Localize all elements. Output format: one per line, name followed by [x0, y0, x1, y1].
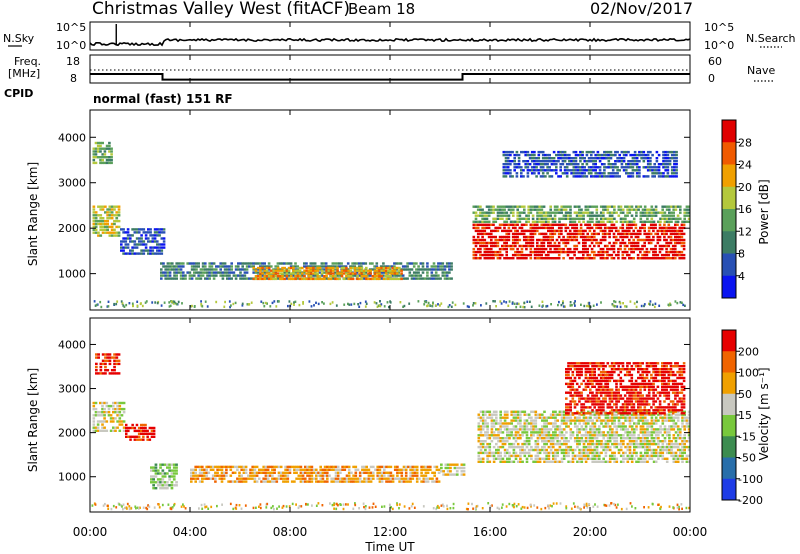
velocity-ylabel: Slant Range [km] — [26, 368, 40, 472]
cpid-label: CPID — [4, 87, 33, 100]
velocity-colorbar: 200 100 50 15 -15 -50 -100 -200 — [721, 329, 763, 507]
power-colorbar-tick-0: 4 — [738, 270, 745, 283]
noise-left-tick-top: 10^5 — [56, 21, 86, 34]
power-region-4 — [252, 266, 403, 281]
time-tick-5: 20:00 — [573, 525, 608, 539]
velocity-colorbar-tick-0: 200 — [738, 345, 759, 358]
noise-trace-line — [89, 37, 691, 47]
power-region-7 — [502, 150, 678, 178]
time-axis: 00:00 04:00 08:00 12:00 16:00 20:00 00:00 — [73, 22, 708, 539]
velocity-colorbar-segment-6 — [722, 457, 736, 480]
power-ytick-1: 2000 — [58, 222, 86, 235]
power-colorbar-segment-6 — [722, 253, 736, 277]
power-colorbar-segment-7 — [722, 275, 736, 299]
power-colorbar-tick-3: 16 — [738, 203, 752, 216]
velocity-ytick-2: 3000 — [58, 383, 86, 396]
nsearch-label: N.Search — [746, 32, 796, 45]
velocity-colorbar-tick-6: -100 — [738, 473, 763, 486]
time-tick-2: 08:00 — [273, 525, 308, 539]
velocity-ytick-0: 1000 — [58, 471, 86, 484]
velocity-ytick-1: 2000 — [58, 427, 86, 440]
power-ylabel: Slant Range [km] — [26, 162, 40, 266]
velocity-region-4 — [190, 465, 441, 483]
power-colorbar-tick-5: 24 — [738, 159, 752, 172]
velocity-colorbar-segment-2 — [722, 372, 736, 395]
power-region-2 — [120, 228, 166, 255]
power-near-range-strip — [93, 300, 686, 309]
power-colorbar-tick-2: 12 — [738, 225, 752, 238]
velocity-colorbar-tick-5: -50 — [738, 452, 756, 465]
velocity-colorbar-tick-4: -15 — [738, 430, 756, 443]
date-label: 02/Nov/2017 — [590, 0, 693, 18]
velocity-region-0 — [95, 353, 121, 375]
time-tick-0: 00:00 — [73, 525, 108, 539]
freq-right-tick-bottom: 0 — [708, 72, 715, 85]
noise-right-tick-bottom: 10^0 — [704, 39, 734, 52]
power-colorbar-segment-1 — [722, 142, 736, 165]
freq-right-tick-top: 60 — [708, 55, 722, 68]
power-ytick-2: 3000 — [58, 177, 86, 190]
freq-left-tick-bottom: 8 — [70, 72, 77, 85]
power-region-5 — [472, 223, 686, 260]
noise-left-tick-bottom: 10^0 — [56, 39, 86, 52]
velocity-colorbar-segment-1 — [722, 351, 736, 373]
power-colorbar-segment-5 — [722, 231, 736, 254]
power-ytick-3: 4000 — [58, 131, 86, 144]
power-colorbar-tick-1: 8 — [738, 248, 745, 261]
velocity-ytick-3: 4000 — [58, 338, 86, 351]
velocity-colorbar-label: Velocity [m s⁻¹] — [757, 367, 771, 460]
velocity-colorbar-segment-0 — [722, 330, 736, 352]
power-panel: 1000 2000 3000 4000 — [58, 109, 691, 311]
velocity-panel: 1000 2000 3000 4000 — [58, 317, 691, 513]
power-colorbar-tick-4: 20 — [738, 181, 752, 194]
power-colorbar-label: Power [dB] — [757, 179, 771, 244]
time-tick-1: 04:00 — [173, 525, 208, 539]
nsky-label: N.Sky — [3, 32, 35, 45]
velocity-colorbar-segment-5 — [722, 436, 736, 458]
station-title: Christmas Valley West (fitACF) — [92, 0, 350, 19]
power-colorbar-segment-2 — [722, 164, 736, 188]
velocity-region-5 — [440, 463, 466, 476]
noise-right-tick-top: 10^5 — [704, 21, 734, 34]
power-ytick-0: 1000 — [58, 268, 86, 281]
freq-left-tick-top: 18 — [66, 55, 80, 68]
velocity-colorbar-segment-3 — [722, 393, 736, 416]
freq-trace — [90, 73, 690, 81]
time-tick-3: 12:00 — [373, 525, 408, 539]
velocity-colorbar-tick-7: -200 — [738, 494, 763, 507]
power-colorbar-segment-4 — [722, 209, 736, 232]
time-axis-label: Time UT — [364, 540, 415, 554]
beam-label: Beam 18 — [348, 0, 415, 18]
velocity-region-1 — [92, 401, 126, 432]
freq-label: Freq. — [14, 55, 41, 68]
nave-label: Nave — [747, 64, 775, 77]
power-colorbar-tick-6: 28 — [738, 136, 752, 149]
velocity-colorbar-segment-7 — [722, 478, 736, 501]
power-region-0 — [92, 141, 113, 165]
velocity-region-2 — [125, 423, 156, 441]
velocity-colorbar-tick-3: 15 — [738, 409, 752, 422]
freq-unit-label: [MHz] — [8, 67, 40, 80]
power-colorbar: 4 8 12 16 20 24 28 — [721, 119, 752, 299]
velocity-colorbar-tick-2: 50 — [738, 388, 752, 401]
power-colorbar-segment-0 — [722, 120, 736, 143]
velocity-region-6 — [477, 410, 691, 463]
velocity-colorbar-segment-4 — [722, 415, 736, 437]
velocity-region-3 — [150, 463, 178, 490]
time-tick-6: 00:00 — [673, 525, 708, 539]
time-tick-4: 16:00 — [473, 525, 508, 539]
power-colorbar-segment-3 — [722, 186, 736, 210]
mode-label: normal (fast) 151 RF — [93, 92, 233, 106]
velocity-colorbar-tick-1: 100 — [738, 367, 759, 380]
noise-trace — [89, 24, 691, 47]
velocity-near-range-strip — [91, 502, 690, 511]
velocity-region-7 — [565, 362, 686, 415]
power-region-1 — [92, 205, 121, 237]
power-region-6 — [472, 205, 691, 223]
